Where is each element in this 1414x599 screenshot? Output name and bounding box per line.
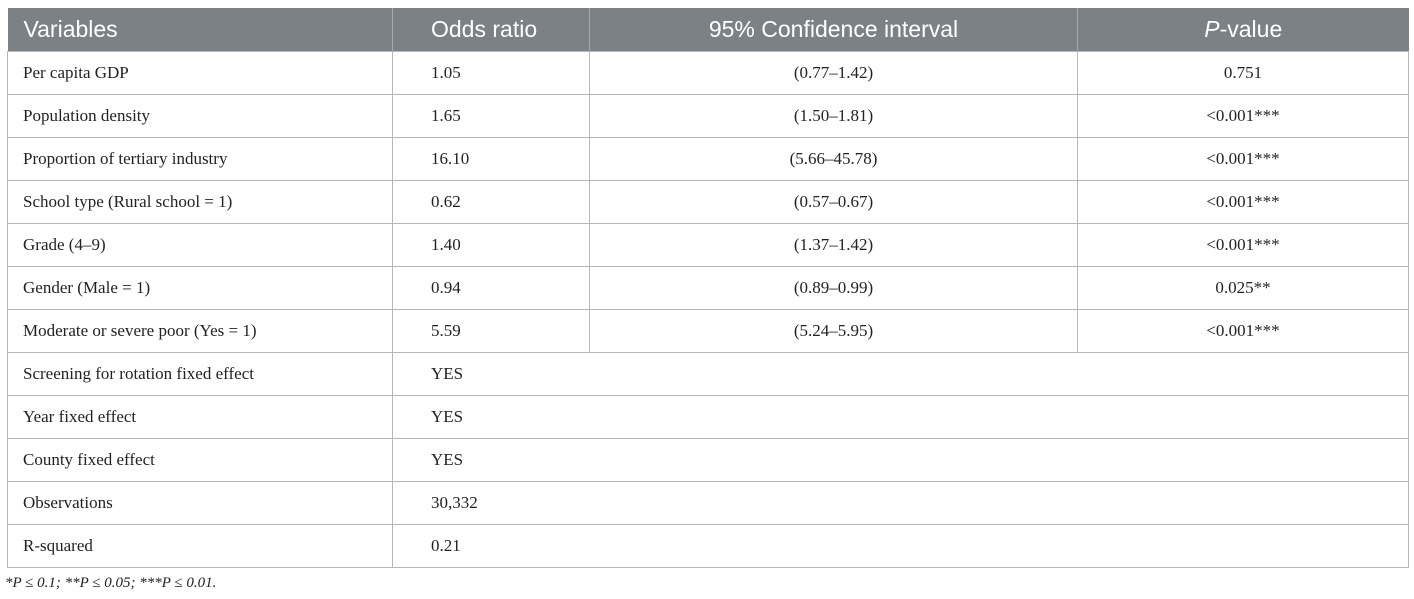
cell-variable: County fixed effect: [7, 438, 393, 482]
cell-confidence-interval: (1.50–1.81): [589, 94, 1078, 138]
cell-odds-ratio: 0.94: [392, 266, 590, 310]
cell-variable: Moderate or severe poor (Yes = 1): [7, 309, 393, 353]
cell-confidence-interval: (0.57–0.67): [589, 180, 1078, 224]
table-row-fixed-effect: Year fixed effect YES: [7, 395, 1409, 439]
cell-confidence-interval: (5.66–45.78): [589, 137, 1078, 181]
cell-odds-ratio: 1.65: [392, 94, 590, 138]
cell-variable: Per capita GDP: [7, 51, 393, 95]
header-p-letter: P: [1204, 16, 1220, 42]
table-row: Proportion of tertiary industry 16.10 (5…: [7, 137, 1409, 181]
table-body: Per capita GDP 1.05 (0.77–1.42) 0.751 Po…: [7, 51, 1409, 568]
table-row: Population density 1.65 (1.50–1.81) <0.0…: [7, 94, 1409, 138]
table-row-observations: Observations 30,332: [7, 481, 1409, 525]
table-row-fixed-effect: County fixed effect YES: [7, 438, 1409, 482]
table-row: Per capita GDP 1.05 (0.77–1.42) 0.751: [7, 51, 1409, 95]
cell-value: 30,332: [392, 481, 1409, 525]
table-row: Gender (Male = 1) 0.94 (0.89–0.99) 0.025…: [7, 266, 1409, 310]
cell-p-value: 0.751: [1077, 51, 1409, 95]
cell-variable: R-squared: [7, 524, 393, 568]
cell-odds-ratio: 0.62: [392, 180, 590, 224]
cell-odds-ratio: 1.40: [392, 223, 590, 267]
cell-variable: Proportion of tertiary industry: [7, 137, 393, 181]
cell-variable: Observations: [7, 481, 393, 525]
cell-variable: Population density: [7, 94, 393, 138]
cell-variable: Screening for rotation fixed effect: [7, 352, 393, 396]
cell-variable: Year fixed effect: [7, 395, 393, 439]
table-header: Variables Odds ratio 95% Confidence inte…: [7, 8, 1409, 52]
cell-variable: Gender (Male = 1): [7, 266, 393, 310]
table-row: School type (Rural school = 1) 0.62 (0.5…: [7, 180, 1409, 224]
cell-p-value: <0.001***: [1077, 180, 1409, 224]
table-row: Moderate or severe poor (Yes = 1) 5.59 (…: [7, 309, 1409, 353]
cell-p-value: <0.001***: [1077, 309, 1409, 353]
cell-value: YES: [392, 395, 1409, 439]
header-odds-ratio: Odds ratio: [392, 8, 590, 52]
cell-odds-ratio: 5.59: [392, 309, 590, 353]
cell-value: YES: [392, 438, 1409, 482]
cell-value: 0.21: [392, 524, 1409, 568]
cell-p-value: <0.001***: [1077, 94, 1409, 138]
significance-footnote: *P ≤ 0.1; **P ≤ 0.05; ***P ≤ 0.01.: [5, 575, 217, 591]
cell-odds-ratio: 1.05: [392, 51, 590, 95]
cell-odds-ratio: 16.10: [392, 137, 590, 181]
cell-variable: Grade (4–9): [7, 223, 393, 267]
results-table: Variables Odds ratio 95% Confidence inte…: [7, 8, 1409, 568]
header-confidence-interval: 95% Confidence interval: [589, 8, 1078, 52]
cell-p-value: <0.001***: [1077, 137, 1409, 181]
cell-confidence-interval: (5.24–5.95): [589, 309, 1078, 353]
cell-p-value: <0.001***: [1077, 223, 1409, 267]
header-p-value: P-value: [1077, 8, 1409, 52]
cell-value: YES: [392, 352, 1409, 396]
header-p-suffix: -value: [1219, 16, 1283, 42]
cell-p-value: 0.025**: [1077, 266, 1409, 310]
table-row: Grade (4–9) 1.40 (1.37–1.42) <0.001***: [7, 223, 1409, 267]
table-row-r-squared: R-squared 0.21: [7, 524, 1409, 568]
cell-confidence-interval: (0.89–0.99): [589, 266, 1078, 310]
header-row: Variables Odds ratio 95% Confidence inte…: [7, 8, 1409, 52]
cell-variable: School type (Rural school = 1): [7, 180, 393, 224]
cell-confidence-interval: (1.37–1.42): [589, 223, 1078, 267]
header-variables: Variables: [7, 8, 393, 52]
table-row-fixed-effect: Screening for rotation fixed effect YES: [7, 352, 1409, 396]
cell-confidence-interval: (0.77–1.42): [589, 51, 1078, 95]
